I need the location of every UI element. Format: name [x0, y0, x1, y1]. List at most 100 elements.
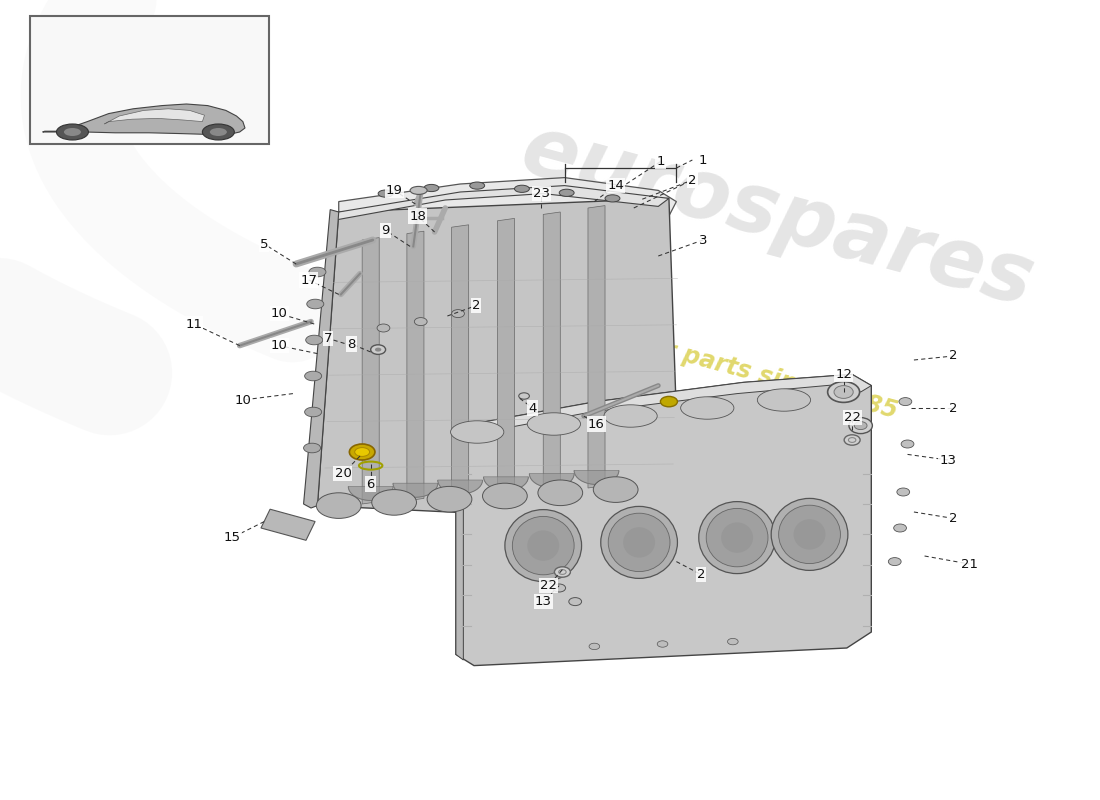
- Text: 23: 23: [532, 187, 550, 200]
- Text: 16: 16: [588, 418, 605, 430]
- Text: 17: 17: [300, 274, 318, 286]
- Text: 14: 14: [607, 179, 624, 192]
- Ellipse shape: [844, 435, 860, 445]
- Ellipse shape: [305, 407, 321, 417]
- Ellipse shape: [519, 393, 529, 399]
- Ellipse shape: [415, 318, 427, 326]
- Text: 18: 18: [409, 210, 426, 222]
- Text: 20: 20: [334, 467, 351, 480]
- Ellipse shape: [372, 490, 417, 515]
- Ellipse shape: [896, 488, 910, 496]
- Ellipse shape: [554, 566, 571, 578]
- Ellipse shape: [210, 128, 227, 136]
- Ellipse shape: [569, 598, 582, 606]
- Polygon shape: [318, 198, 680, 522]
- Ellipse shape: [559, 189, 574, 196]
- Ellipse shape: [849, 418, 872, 434]
- Polygon shape: [463, 374, 871, 436]
- Text: 3: 3: [698, 234, 707, 246]
- Ellipse shape: [834, 386, 854, 398]
- Polygon shape: [336, 186, 669, 220]
- Text: 22: 22: [540, 579, 557, 592]
- Text: 1: 1: [698, 154, 707, 166]
- Ellipse shape: [727, 638, 738, 645]
- Ellipse shape: [657, 641, 668, 647]
- Ellipse shape: [605, 194, 620, 202]
- Text: 12: 12: [835, 368, 852, 381]
- Polygon shape: [304, 210, 339, 508]
- Ellipse shape: [889, 558, 901, 566]
- Ellipse shape: [378, 190, 393, 198]
- Polygon shape: [43, 104, 245, 134]
- Text: 1: 1: [657, 155, 664, 168]
- Ellipse shape: [899, 398, 912, 406]
- Text: eurospares: eurospares: [513, 109, 1043, 323]
- Polygon shape: [407, 231, 424, 501]
- Polygon shape: [574, 470, 619, 484]
- Text: 4: 4: [528, 402, 537, 414]
- Text: a passion for parts since 1985: a passion for parts since 1985: [505, 296, 901, 424]
- Text: 2: 2: [472, 299, 481, 312]
- Ellipse shape: [771, 498, 848, 570]
- Ellipse shape: [604, 405, 657, 427]
- Text: 2: 2: [689, 174, 696, 186]
- Ellipse shape: [306, 335, 322, 345]
- Polygon shape: [529, 474, 574, 487]
- Ellipse shape: [893, 524, 906, 532]
- Text: 2: 2: [689, 174, 696, 186]
- Ellipse shape: [202, 124, 234, 140]
- Polygon shape: [393, 483, 438, 497]
- Polygon shape: [543, 212, 560, 491]
- Ellipse shape: [593, 477, 638, 502]
- Ellipse shape: [681, 397, 734, 419]
- Text: 2: 2: [949, 350, 958, 362]
- Ellipse shape: [451, 421, 504, 443]
- Ellipse shape: [305, 371, 321, 381]
- Bar: [30, 16, 270, 144]
- Ellipse shape: [317, 493, 361, 518]
- Ellipse shape: [309, 267, 326, 277]
- Ellipse shape: [827, 382, 859, 402]
- Polygon shape: [362, 238, 380, 504]
- Ellipse shape: [483, 483, 527, 509]
- Polygon shape: [438, 480, 483, 494]
- Text: 11: 11: [186, 318, 202, 330]
- Text: 2: 2: [949, 402, 958, 414]
- Text: 6: 6: [366, 478, 375, 490]
- Ellipse shape: [793, 519, 825, 550]
- Ellipse shape: [722, 522, 754, 553]
- Ellipse shape: [452, 310, 464, 318]
- Ellipse shape: [515, 185, 529, 192]
- Ellipse shape: [698, 502, 776, 574]
- Text: 22: 22: [844, 411, 860, 424]
- Text: 9: 9: [382, 224, 389, 237]
- Ellipse shape: [553, 584, 565, 592]
- Ellipse shape: [56, 124, 88, 140]
- Ellipse shape: [470, 182, 485, 190]
- Ellipse shape: [623, 527, 656, 558]
- Ellipse shape: [307, 299, 323, 309]
- Bar: [261, 510, 315, 540]
- Polygon shape: [455, 426, 463, 660]
- Polygon shape: [455, 374, 871, 666]
- Polygon shape: [339, 178, 676, 218]
- Text: 10: 10: [271, 339, 287, 352]
- Text: 13: 13: [535, 595, 552, 608]
- Ellipse shape: [427, 486, 472, 512]
- Text: 13: 13: [939, 454, 957, 466]
- Ellipse shape: [377, 324, 389, 332]
- Ellipse shape: [64, 128, 81, 136]
- Text: 2: 2: [949, 512, 958, 525]
- Polygon shape: [452, 225, 469, 498]
- Text: 19: 19: [386, 184, 403, 197]
- Ellipse shape: [538, 480, 583, 506]
- Text: 21: 21: [960, 558, 978, 570]
- Ellipse shape: [779, 506, 840, 563]
- Polygon shape: [104, 109, 205, 124]
- Ellipse shape: [375, 347, 382, 352]
- Ellipse shape: [757, 389, 811, 411]
- Ellipse shape: [660, 397, 678, 406]
- Ellipse shape: [350, 444, 375, 460]
- Text: 15: 15: [223, 531, 241, 544]
- Text: 5: 5: [260, 238, 268, 250]
